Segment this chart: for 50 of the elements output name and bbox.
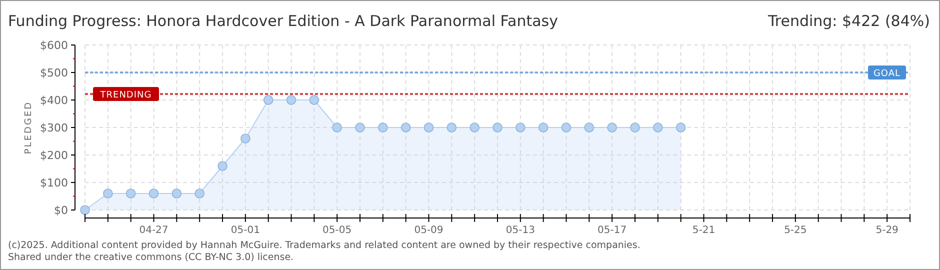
point bbox=[263, 95, 274, 105]
text: (c)2025. Additional content provided by Hannah McGuire. Trademarks and related content are owned by their respective companies. bbox=[8, 240, 640, 251]
point bbox=[240, 134, 250, 144]
y-tick-label: $300 bbox=[40, 122, 68, 134]
y-tick-label: $400 bbox=[40, 94, 68, 107]
point bbox=[630, 122, 640, 132]
x-tick-label: 05-09 bbox=[414, 225, 444, 236]
x-tick-label: 05-17 bbox=[598, 225, 627, 236]
point bbox=[538, 122, 548, 132]
point bbox=[148, 188, 159, 198]
x-tick-label: 5-21 bbox=[692, 225, 716, 236]
point bbox=[561, 122, 572, 132]
point bbox=[378, 122, 388, 132]
point bbox=[400, 122, 411, 132]
point bbox=[446, 122, 457, 132]
y-tick-label: $0 bbox=[54, 204, 68, 217]
x-tick-label: 05-05 bbox=[322, 225, 352, 236]
point bbox=[470, 122, 480, 132]
point bbox=[424, 122, 434, 132]
point bbox=[218, 161, 228, 171]
point bbox=[332, 122, 342, 132]
x-tick-label: 05-13 bbox=[506, 225, 535, 236]
y-tick-label: $100 bbox=[40, 176, 68, 190]
ref-line-label: GOAL bbox=[873, 69, 901, 79]
point bbox=[492, 122, 502, 132]
point bbox=[676, 122, 686, 132]
y-tick-label: $600 bbox=[40, 39, 68, 52]
x-tick-label: 5-25 bbox=[784, 225, 807, 236]
point bbox=[355, 122, 365, 132]
y-axis-title: PLEDGED bbox=[24, 100, 34, 154]
point bbox=[653, 122, 663, 132]
x-tick-label: 04-27 bbox=[139, 225, 168, 236]
point bbox=[80, 205, 90, 215]
point bbox=[194, 188, 204, 198]
point bbox=[516, 122, 526, 132]
point bbox=[584, 122, 594, 132]
x-tick-label: 05-01 bbox=[230, 225, 260, 236]
point bbox=[103, 188, 113, 198]
point bbox=[286, 95, 296, 105]
text: Shared under the creative commons (CC BY-NC 3.0) license. bbox=[8, 252, 294, 263]
x-tick-label: 5-29 bbox=[876, 225, 898, 236]
point bbox=[172, 188, 182, 198]
y-tick-label: $200 bbox=[40, 149, 68, 162]
chart-subtitle: Trending: $422 (84%) bbox=[766, 12, 930, 30]
point bbox=[126, 188, 136, 198]
ref-line-label: TRENDING bbox=[99, 90, 152, 100]
point bbox=[309, 95, 320, 105]
y-tick-label: $500 bbox=[40, 66, 68, 80]
chart-title: Funding Progress: Honora Hardcover Edition - A Dark Paranormal Fantasy bbox=[8, 12, 558, 30]
point bbox=[607, 122, 617, 132]
